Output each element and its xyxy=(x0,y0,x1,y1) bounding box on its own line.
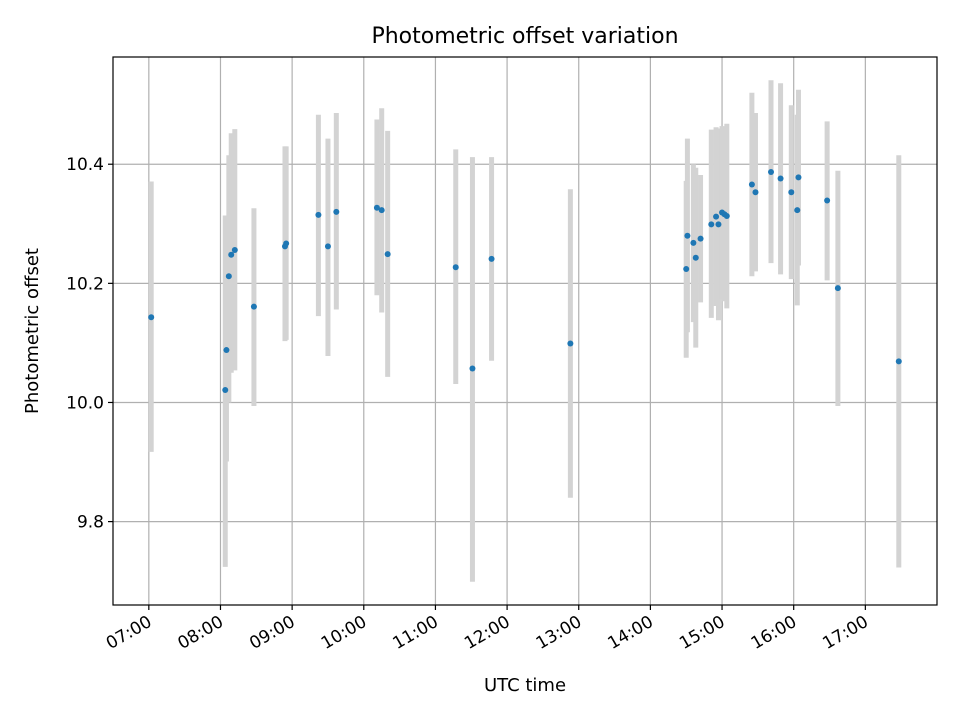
data-point xyxy=(373,204,380,211)
data-point xyxy=(708,221,715,228)
data-point xyxy=(777,175,784,182)
plot-frame xyxy=(112,56,938,606)
data-point xyxy=(567,340,574,347)
x-tick-label: 12:00 xyxy=(461,612,513,654)
chart-title: Photometric offset variation xyxy=(371,24,678,49)
data-point xyxy=(384,251,391,258)
data-point xyxy=(333,208,340,215)
data-point xyxy=(148,314,155,321)
x-tick-label: 11:00 xyxy=(389,612,441,654)
data-point xyxy=(250,303,257,310)
data-point xyxy=(752,189,759,196)
data-point xyxy=(794,207,801,214)
y-axis-label: Photometric offset xyxy=(22,248,43,414)
data-point xyxy=(469,365,476,372)
data-point xyxy=(715,221,722,228)
data-point xyxy=(788,189,795,196)
x-tick-label: 15:00 xyxy=(676,612,728,654)
data-point xyxy=(488,255,495,262)
x-tick-label: 16:00 xyxy=(748,612,800,654)
data-point xyxy=(684,232,691,239)
data-point xyxy=(683,266,690,273)
data-point xyxy=(692,254,699,261)
x-tick-label: 17:00 xyxy=(819,612,871,654)
error-bars xyxy=(148,80,902,582)
data-point xyxy=(834,285,841,292)
x-tick-label: 13:00 xyxy=(533,612,585,654)
data-points xyxy=(148,168,902,393)
data-point xyxy=(748,181,755,188)
data-point xyxy=(283,240,290,247)
data-point xyxy=(378,207,385,214)
data-point xyxy=(713,213,720,220)
data-point xyxy=(228,251,235,258)
data-point xyxy=(723,213,730,220)
data-point xyxy=(324,243,331,250)
data-point xyxy=(452,264,459,271)
y-tick-label: 9.8 xyxy=(77,513,104,533)
data-point xyxy=(222,386,229,393)
data-point xyxy=(895,358,902,365)
x-tick-label: 09:00 xyxy=(246,612,298,654)
x-tick-label: 07:00 xyxy=(103,612,155,654)
data-point xyxy=(315,211,322,218)
data-point xyxy=(795,174,802,181)
x-axis-label: UTC time xyxy=(484,675,566,696)
data-point xyxy=(223,347,230,354)
data-point xyxy=(768,168,775,175)
y-tick-label: 10.2 xyxy=(66,274,104,294)
data-point xyxy=(824,197,831,204)
y-tick-label: 10.0 xyxy=(66,393,104,413)
data-point xyxy=(690,239,697,246)
data-point xyxy=(231,246,238,253)
y-tick-label: 10.4 xyxy=(66,155,104,175)
data-point xyxy=(225,273,232,280)
x-tick-label: 10:00 xyxy=(318,612,370,654)
x-tick-label: 08:00 xyxy=(175,612,227,654)
data-point xyxy=(697,235,704,242)
x-tick-label: 14:00 xyxy=(604,612,656,654)
